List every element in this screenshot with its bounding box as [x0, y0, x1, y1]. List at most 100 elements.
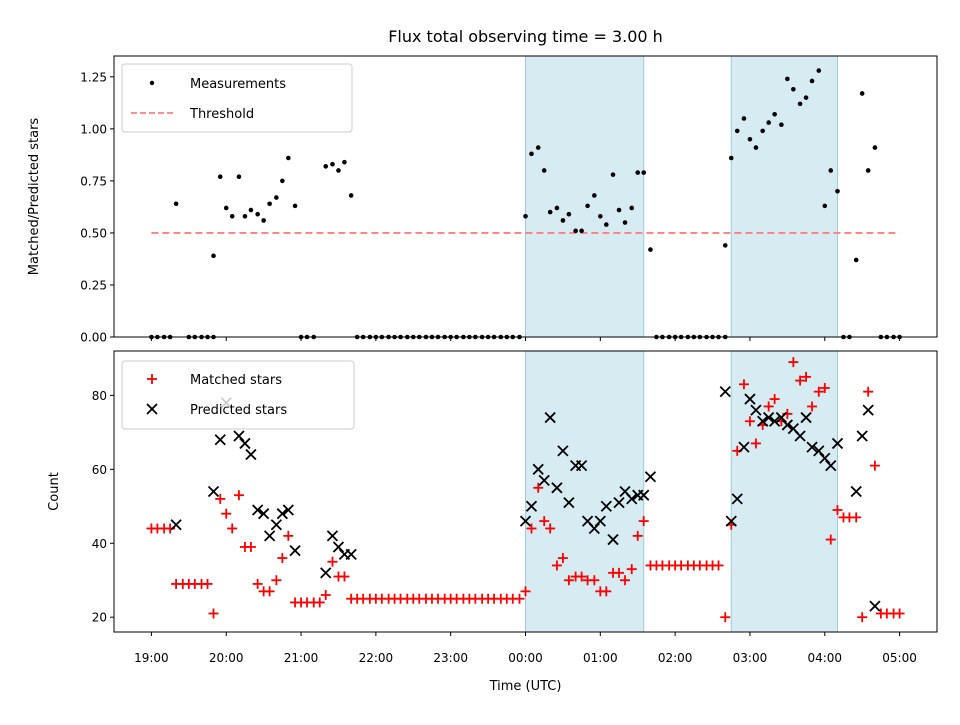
measurement-point [610, 172, 616, 177]
measurement-point [267, 201, 272, 207]
predicted-star-point [813, 445, 825, 457]
x-tick-label: 23:00 [433, 651, 468, 665]
measurements-points [149, 68, 902, 340]
x-b [532, 463, 544, 475]
matched-star-point [795, 375, 806, 386]
x-tick-label: 05:00 [882, 651, 917, 665]
predicted-star-point [276, 508, 288, 520]
y-tick-label: 1.25 [80, 70, 107, 84]
x-b [233, 430, 245, 442]
bottom-y-ticks: 20 40 60 80 [92, 389, 114, 625]
bottom-legend: Matched stars Predicted stars [121, 360, 355, 430]
measurement-point [573, 228, 578, 234]
predicted-stars-points [170, 386, 881, 612]
x-b [588, 522, 600, 535]
x-b [800, 411, 812, 424]
x-b [320, 567, 332, 579]
legend-predicted-stars-label: Predicted stars [190, 403, 287, 418]
y-tick-label: 1.00 [80, 122, 107, 136]
x-b [263, 530, 276, 542]
measurement-point [791, 87, 796, 92]
measurement-point [173, 201, 179, 207]
y-tick-label: 60 [92, 463, 107, 477]
predicted-star-point [575, 459, 588, 472]
measurement-point [728, 155, 734, 161]
x-b [581, 515, 594, 527]
bottom-x-ticks: 19:00 20:00 21:00 22:00 23:00 00:00 01:00 02:00… [134, 632, 917, 665]
x-b [600, 500, 612, 512]
measurement-point [635, 170, 641, 175]
measurement-point [566, 211, 572, 217]
matched-star-point [825, 534, 836, 545]
measurement-point [741, 116, 747, 121]
x-b [551, 482, 563, 494]
matched-star-point [533, 482, 544, 493]
predicted-star-point [626, 493, 638, 505]
predicted-star-point [252, 504, 264, 516]
top-y-ticks: 0.00 0.25 0.50 0.75 1.00 1.25 [80, 70, 114, 345]
predicted-star-point [862, 404, 874, 416]
predicted-star-point [282, 504, 294, 516]
measurement-point [797, 101, 803, 107]
measurement-point [809, 78, 815, 84]
measurement-point [330, 161, 335, 167]
x-tick-label: 19:00 [134, 651, 169, 665]
matched-star-point [245, 541, 256, 552]
shaded-span [525, 55, 645, 338]
measurement-point [641, 170, 647, 175]
measurement-point [779, 122, 784, 127]
predicted-star-point [750, 404, 762, 416]
x-tick-label: 03:00 [733, 651, 768, 665]
matched-star-point [271, 575, 282, 586]
measurement-point [535, 145, 541, 150]
measurement-point [648, 247, 653, 252]
chart-title: Flux total observing time = 3.00 h [388, 27, 663, 46]
measurement-point [242, 213, 248, 219]
predicted-star-point [850, 485, 862, 498]
x-b [607, 533, 619, 546]
measurement-point [753, 145, 759, 150]
measurement-point [622, 220, 628, 225]
matched-star-point [520, 586, 531, 597]
x-b [850, 485, 862, 498]
top-y-axis-label: Matched/Predicted stars [27, 118, 42, 276]
x-b [345, 548, 357, 560]
x-b [276, 508, 288, 520]
x-b [638, 489, 650, 501]
measurement-point [280, 178, 285, 184]
matched-star-point [557, 553, 568, 564]
y-tick-label: 0.50 [80, 226, 107, 240]
matched-star-point [227, 523, 238, 534]
predicted-star-point [794, 430, 806, 442]
matched-star-point [264, 586, 275, 597]
predicted-star-point [239, 437, 251, 450]
matched-star-point [744, 416, 755, 427]
measurement-point [598, 213, 603, 219]
x-b [626, 493, 638, 505]
predicted-star-point [594, 515, 606, 527]
legend-plus [147, 374, 157, 384]
matched-star-point [620, 575, 631, 586]
x-b [326, 530, 339, 542]
predicted-star-point [719, 386, 731, 398]
measurement-point [592, 193, 597, 198]
shaded-span [730, 350, 838, 633]
x-tick-label: 20:00 [209, 651, 244, 665]
measurement-point [217, 174, 223, 180]
matched-star-point [769, 394, 780, 405]
measurement-point [629, 205, 635, 211]
matched-star-point [638, 516, 649, 527]
x-b [750, 404, 762, 416]
x-tick-label: 01:00 [583, 651, 618, 665]
measurement-point [248, 207, 254, 213]
measurement-point [236, 174, 242, 180]
predicted-star-point [332, 541, 345, 553]
predicted-star-point [638, 489, 650, 501]
top-panel: Flux total observing time = 3.00 h Match… [27, 27, 938, 345]
measurement-point [579, 228, 584, 234]
y-tick-label: 40 [92, 537, 107, 551]
measurement-point [223, 205, 229, 211]
top-plot-frame [113, 55, 938, 338]
bottom-panel: Count Time (UTC) 20 40 60 80 19:00 20:00 21:0… [47, 350, 938, 694]
bottom-plot-frame [113, 350, 938, 633]
